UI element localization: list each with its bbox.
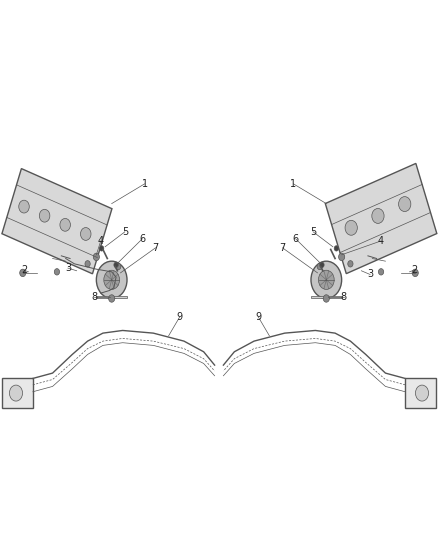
Bar [2,378,33,408]
Circle shape [116,263,121,270]
Circle shape [415,385,429,401]
Text: 6: 6 [293,234,299,244]
Circle shape [99,246,104,251]
Text: 1: 1 [290,179,297,189]
Text: 3: 3 [65,263,71,273]
Circle shape [81,228,91,240]
Circle shape [20,269,26,277]
Text: 5: 5 [122,227,128,237]
Text: 7: 7 [152,243,159,253]
Bar [405,378,436,408]
Circle shape [85,261,90,267]
Circle shape [311,261,342,298]
Circle shape [412,269,418,277]
Circle shape [372,208,384,223]
Circle shape [318,270,334,289]
Text: 6: 6 [139,234,145,244]
Polygon shape [96,296,127,298]
Circle shape [399,197,411,212]
Text: 8: 8 [341,293,347,302]
Circle shape [39,209,50,222]
Text: 3: 3 [367,270,373,279]
Text: 2: 2 [21,265,27,275]
Circle shape [320,262,324,268]
Text: 9: 9 [177,312,183,322]
Text: 5: 5 [310,227,316,237]
Circle shape [345,220,357,235]
Text: 4: 4 [378,236,384,246]
Text: 1: 1 [141,179,148,189]
Circle shape [60,219,71,231]
Polygon shape [311,296,342,298]
Text: 9: 9 [255,312,261,322]
Circle shape [317,263,322,270]
Polygon shape [2,168,112,274]
Circle shape [19,200,29,213]
Circle shape [348,261,353,267]
Circle shape [93,253,99,261]
Text: 4: 4 [98,236,104,246]
Polygon shape [325,164,437,273]
Circle shape [378,269,384,275]
Circle shape [323,295,329,302]
Text: 2: 2 [411,265,417,275]
Circle shape [339,253,345,261]
Circle shape [10,385,23,401]
Text: 8: 8 [91,293,97,302]
Circle shape [109,295,115,302]
Circle shape [114,262,118,268]
Circle shape [54,269,60,275]
Circle shape [104,270,120,289]
Circle shape [334,246,339,251]
Circle shape [96,261,127,298]
Text: 7: 7 [279,243,286,253]
